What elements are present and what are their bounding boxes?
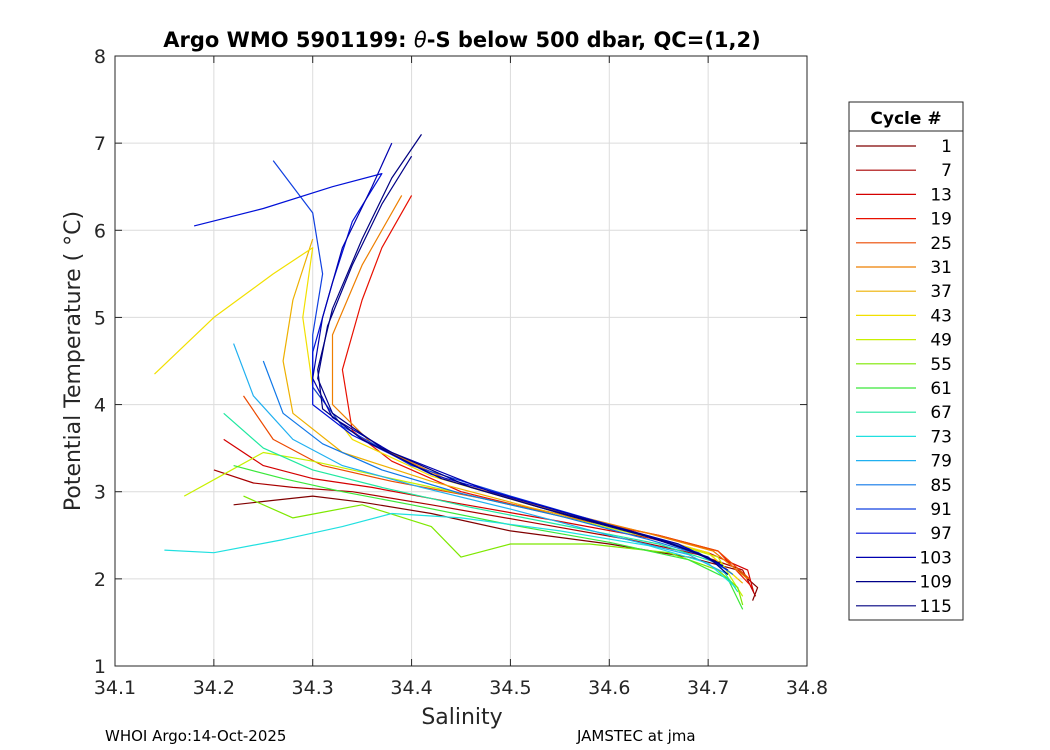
y-tick-label: 7	[94, 133, 106, 155]
legend-label-25: 25	[930, 234, 952, 254]
y-tick-label: 8	[94, 46, 106, 68]
legend-title: Cycle #	[870, 109, 941, 129]
footer-left: WHOI Argo:14-Oct-2025	[105, 727, 286, 745]
legend-label-19: 19	[930, 210, 952, 230]
legend-entries: 1 7 13 19 25 31 37 43 49 55 61 67 73 79 85 91 97 103 109 11…	[856, 137, 952, 617]
legend-label-67: 67	[930, 403, 952, 423]
series-line-cycle-7	[213, 469, 757, 597]
x-tick-labels: 34.1 34.2 34.3 34.4 34.5 34.6 34.7 34.8	[94, 677, 828, 699]
x-tick-label: 34.2	[193, 677, 235, 699]
series-line-cycle-85	[262, 360, 734, 575]
legend-label-109: 109	[920, 573, 952, 593]
y-tick-label: 4	[94, 395, 106, 417]
legend-label-97: 97	[930, 524, 952, 544]
legend-label-55: 55	[930, 355, 952, 375]
tick-marks	[114, 55, 808, 667]
legend-label-31: 31	[930, 258, 952, 278]
series-line-cycle-73	[164, 512, 737, 589]
x-tick-label: 34.5	[489, 677, 531, 699]
series-line-cycle-31	[331, 195, 749, 580]
y-tick-label: 5	[94, 307, 106, 329]
y-tick-label: 6	[94, 220, 106, 242]
footer-right: JAMSTEC at jma	[576, 727, 696, 745]
legend-label-85: 85	[930, 476, 952, 496]
legend-label-43: 43	[930, 306, 952, 326]
legend-label-37: 37	[930, 282, 952, 302]
x-tick-label: 34.3	[292, 677, 334, 699]
legend-label-13: 13	[930, 185, 952, 205]
x-tick-label: 34.7	[687, 677, 729, 699]
series-line-cycle-55	[243, 495, 744, 606]
legend-label-1: 1	[941, 137, 952, 157]
legend-label-115: 115	[920, 597, 952, 617]
y-tick-label: 3	[94, 482, 106, 504]
series-layer	[154, 134, 759, 610]
legend-label-79: 79	[930, 452, 952, 472]
legend-label-103: 103	[920, 548, 952, 568]
plot-area	[115, 56, 807, 666]
y-tick-label: 2	[94, 569, 106, 591]
legend-label-61: 61	[930, 379, 952, 399]
legend-label-73: 73	[930, 427, 952, 447]
legend-label-91: 91	[930, 500, 952, 520]
axes-frame	[114, 55, 808, 667]
x-tick-label: 34.4	[390, 677, 432, 699]
legend: Cycle # 1 7 13 19 25 31 37 43 49 55 61 67 73 79 85 91 97…	[848, 101, 964, 621]
series-line-cycle-115	[317, 134, 729, 575]
series-line-cycle-67	[223, 412, 739, 593]
legend-label-49: 49	[930, 331, 952, 351]
x-tick-label: 34.8	[786, 677, 828, 699]
x-tick-label: 34.1	[94, 677, 136, 699]
series-line-cycle-109	[317, 155, 721, 564]
y-tick-label: 1	[94, 656, 106, 678]
series-line-cycle-79	[233, 343, 729, 576]
y-axis-label: Potential Temperature ( °C)	[61, 211, 86, 511]
x-axis-label: Salinity	[421, 705, 502, 730]
y-tick-labels: 1 2 3 4 5 6 7 8	[94, 46, 106, 678]
legend-label-7: 7	[941, 161, 952, 181]
chart-title: Argo WMO 5901199: θ-S below 500 dbar, QC…	[163, 28, 760, 52]
x-tick-label: 34.6	[588, 677, 630, 699]
